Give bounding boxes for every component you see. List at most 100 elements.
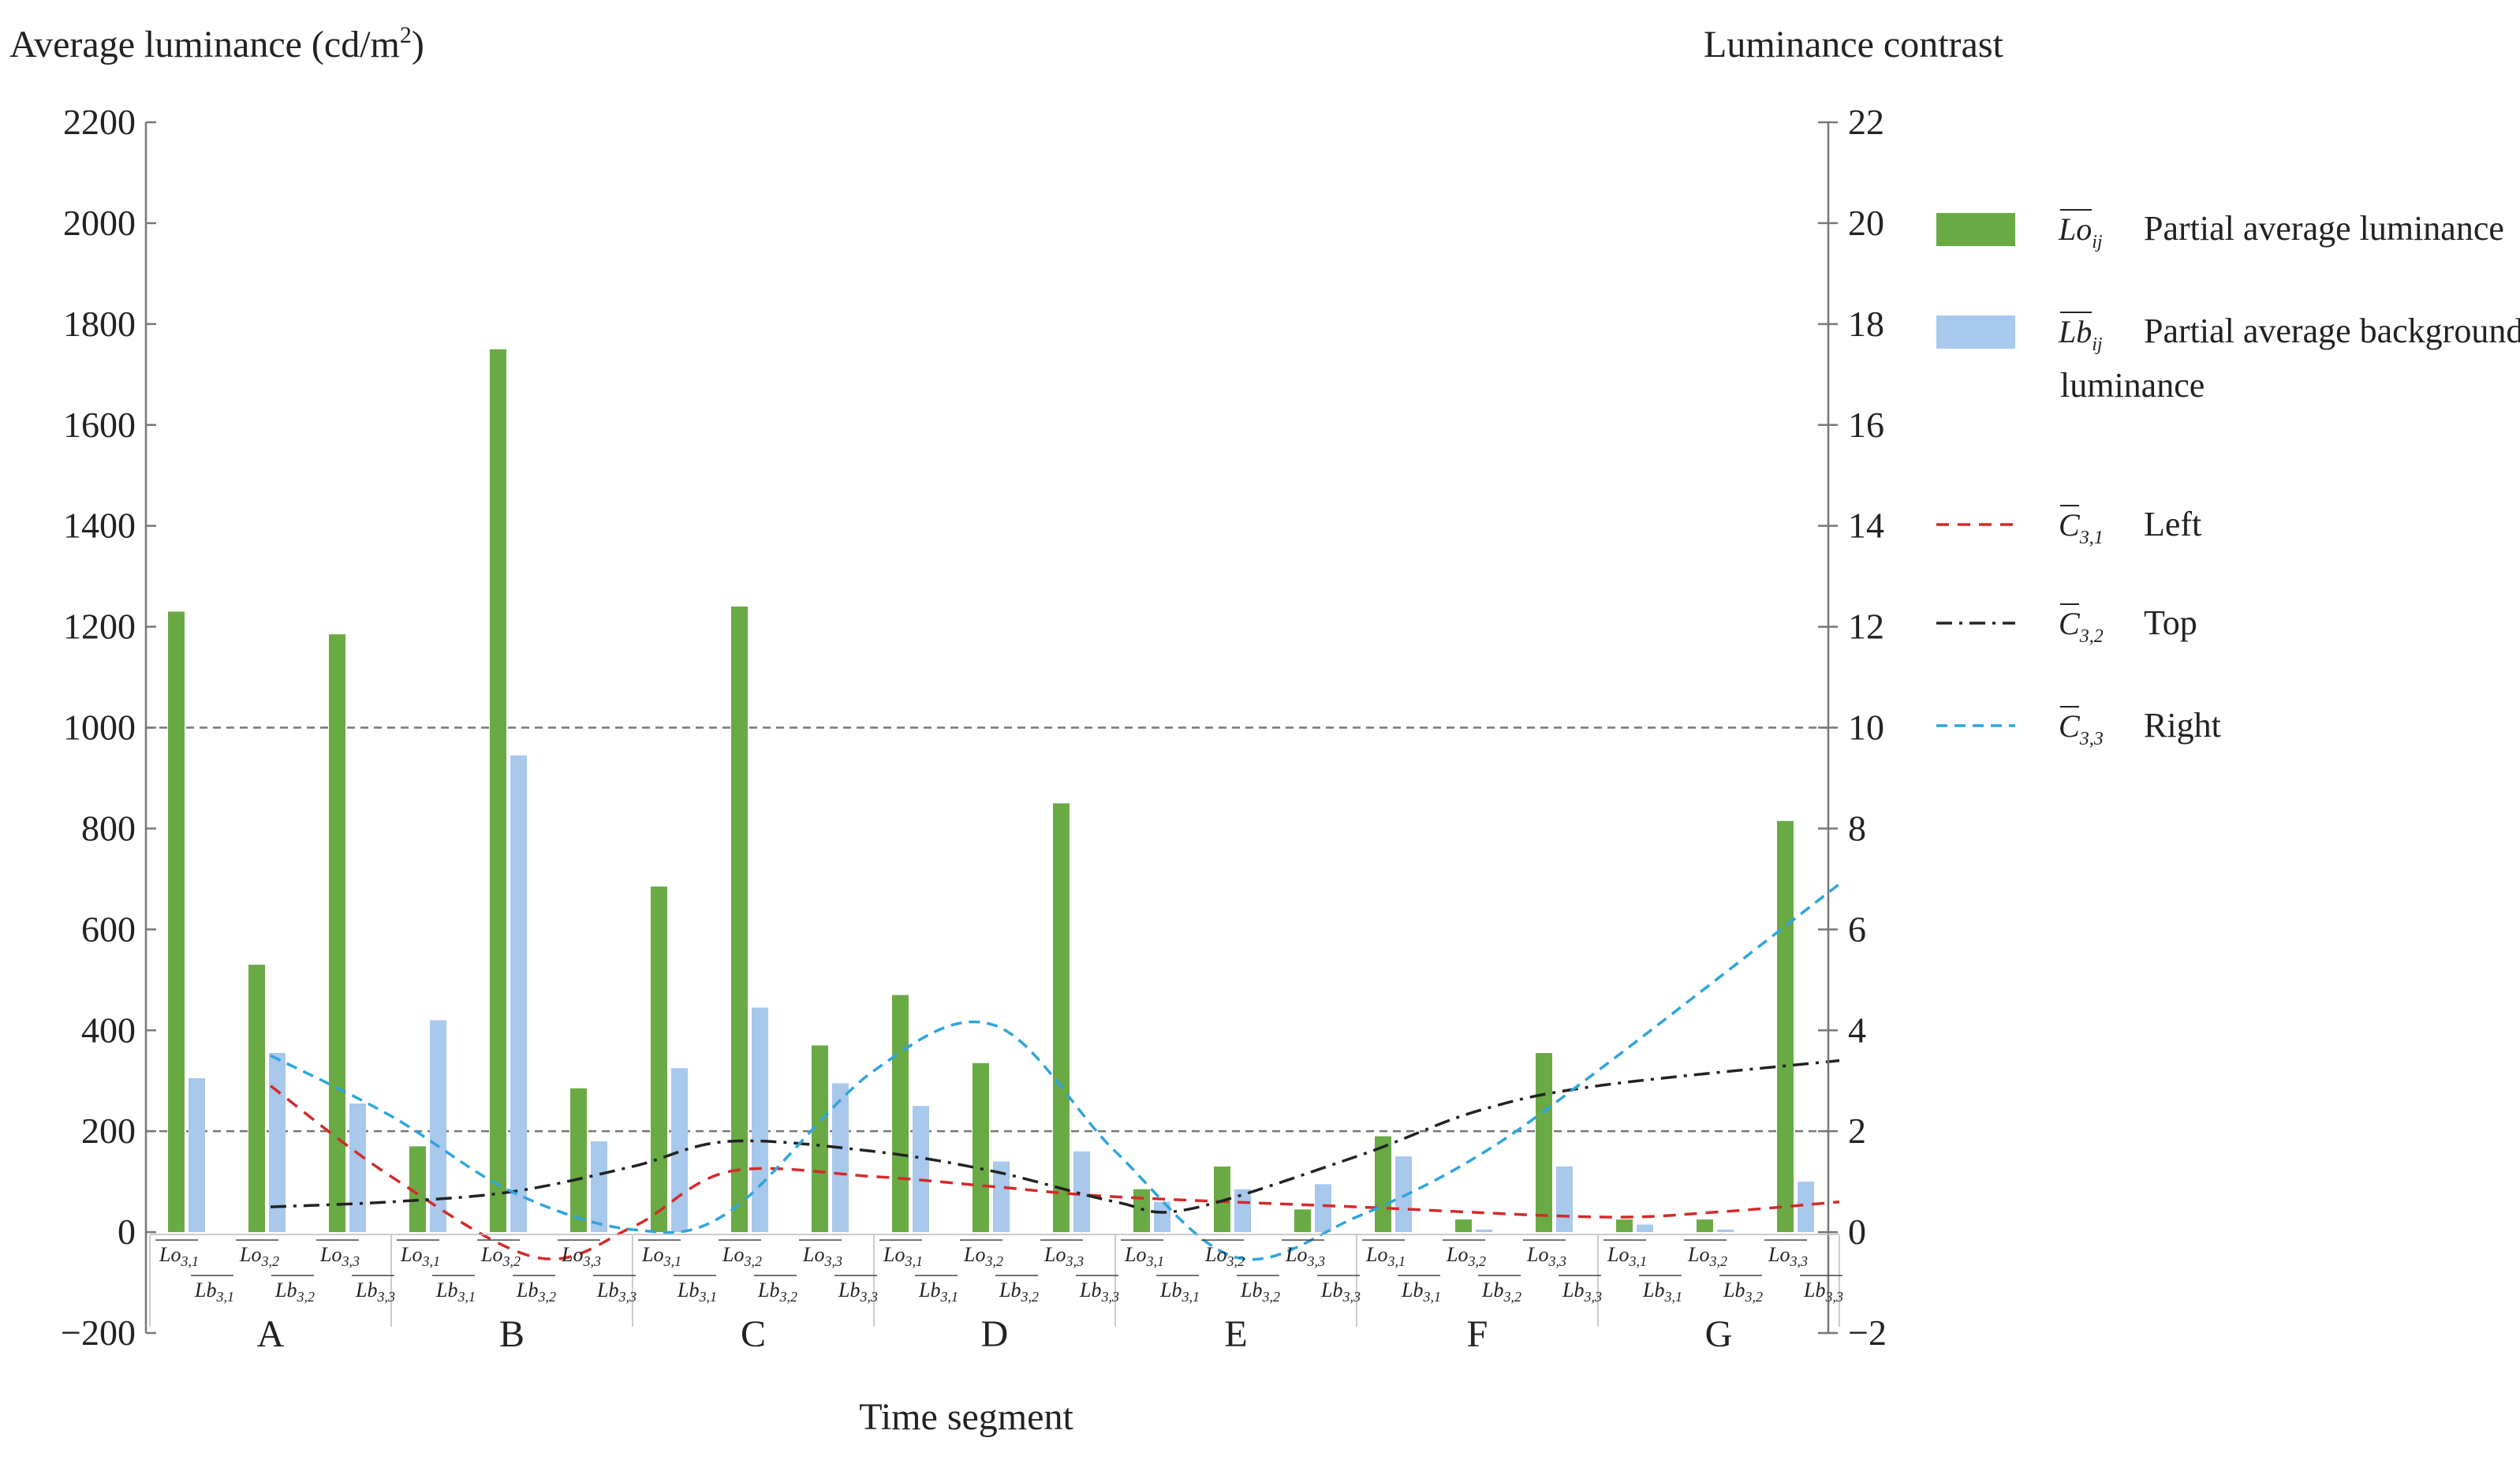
bar-lb-15 [1395,1156,1412,1233]
bar-lb-8 [832,1083,849,1233]
y-tick-label: 600 [81,909,136,949]
y2-tick-label: 2 [1848,1111,1866,1151]
bar-lo-5 [570,1088,587,1233]
group-label-E: E [1224,1313,1247,1355]
x-sub-lb-3: Lb3,1 [435,1279,476,1305]
x-sub-lo-14: Lo3,3 [1285,1243,1325,1269]
bar-lo-13 [1214,1166,1230,1233]
legend-symbol-1: Lbij [2058,314,2103,355]
x-sub-lb-20: Lb3,3 [1803,1279,1843,1305]
y-tick-label: 1200 [63,607,136,647]
x-sub-lo-16: Lo3,2 [1446,1243,1486,1269]
y2-tick-label: 14 [1848,506,1884,546]
y-tick-label: −200 [61,1313,136,1353]
bar-lo-10 [973,1062,989,1233]
bar-lb-9 [913,1106,929,1233]
x-sub-lo-2: Lo3,3 [319,1243,360,1269]
x-category-labels: Lo3,1Lb3,1Lo3,2Lb3,2Lo3,3Lb3,3Lo3,1Lb3,1… [149,1234,1843,1355]
bar-lb-17 [1556,1166,1573,1233]
y2-tick-label: 22 [1848,102,1884,142]
y2-tick-label: 10 [1848,708,1884,748]
bar-lo-1 [248,965,265,1233]
group-label-D: D [981,1313,1009,1355]
bar-lo-3 [409,1146,426,1233]
legend-label-1: Partial average background [2144,312,2520,350]
y-tick-label: 1400 [63,506,136,546]
legend-label-4: Right [2144,706,2221,745]
x-sub-lb-5: Lb3,3 [596,1279,637,1305]
bar-lo-18 [1616,1219,1633,1233]
group-label-B: B [499,1313,525,1355]
bar-lo-15 [1375,1136,1391,1233]
x-sub-lb-9: Lb3,1 [918,1279,958,1305]
x-sub-lo-0: Lo3,1 [159,1243,199,1269]
bar-lo-20 [1777,820,1794,1233]
bar-lb-12 [1154,1201,1170,1233]
bar-lb-2 [349,1103,366,1233]
bar-lo-6 [651,886,667,1233]
x-sub-lo-8: Lo3,3 [802,1243,842,1269]
x-sub-lo-9: Lo3,1 [883,1243,923,1269]
x-sub-lo-12: Lo3,1 [1124,1243,1164,1269]
x-sub-lb-0: Lb3,1 [194,1279,234,1305]
y-tick-label: 2200 [63,102,136,142]
y2-tick-label: 16 [1848,405,1884,445]
bar-lb-4 [510,755,527,1233]
x-sub-lb-15: Lb3,1 [1401,1279,1441,1305]
legend-symbol-4: C3,3 [2059,708,2104,749]
x-sub-lb-1: Lb3,2 [274,1279,315,1305]
contrast-lines [269,883,1841,1261]
bar-lb-19 [1717,1229,1734,1233]
x-sub-lo-13: Lo3,2 [1204,1243,1245,1269]
contrast-line-left [269,1085,1840,1260]
x-sub-lo-4: Lo3,2 [480,1243,521,1269]
contrast-line-right [270,883,1841,1261]
legend-label-cont-1: luminance [2060,366,2205,405]
bar-lo-19 [1697,1219,1713,1233]
legend-symbol-3: C3,2 [2059,606,2104,647]
group-label-F: F [1467,1313,1488,1355]
y-tick-label: 1000 [63,708,136,748]
y-tick-label: 0 [118,1212,136,1252]
x-sub-lb-4: Lb3,2 [516,1279,556,1305]
y-tick-label: 1600 [63,405,136,445]
x-sub-lo-17: Lo3,3 [1526,1243,1566,1269]
bar-lo-11 [1053,803,1070,1233]
x-sub-lb-6: Lb3,1 [677,1279,717,1305]
bar-lb-6 [671,1068,688,1233]
x-sub-lo-10: Lo3,2 [963,1243,1003,1269]
bar-lo-0 [168,611,185,1233]
legend: Loij Partial average luminance Lbij Partial… [1936,209,2520,749]
group-label-C: C [741,1313,766,1355]
x-sub-lo-20: Lo3,3 [1768,1243,1808,1269]
x-sub-lo-15: Lo3,1 [1365,1243,1406,1269]
bar-lo-2 [329,634,345,1233]
y2-tick-label: 4 [1848,1010,1866,1050]
y2-tick-label: 6 [1848,909,1866,949]
y2-tick-label: 0 [1848,1212,1866,1252]
legend-label-2: Left [2144,505,2201,543]
legend-symbol-0: Loij [2058,211,2103,252]
x-sub-lb-17: Lb3,3 [1562,1279,1602,1305]
y2-tick-label: 8 [1848,808,1866,848]
bar-lb-16 [1476,1229,1492,1233]
group-label-G: G [1705,1313,1733,1355]
bar-lb-10 [993,1161,1010,1233]
bar-lb-13 [1234,1189,1251,1233]
bar-lb-5 [591,1141,607,1233]
tick-labels: −200020040060080010001200140016001800200… [61,102,1887,1353]
bar-lb-3 [430,1020,446,1233]
y2-axis-title: Luminance contrast [1704,24,2004,65]
group-label-A: A [257,1313,285,1355]
bar-lo-14 [1294,1209,1311,1233]
x-sub-lb-10: Lb3,2 [999,1279,1039,1305]
legend-label-0: Partial average luminance [2144,209,2504,248]
x-sub-lo-6: Lo3,1 [641,1243,681,1269]
x-sub-lb-19: Lb3,2 [1723,1279,1763,1305]
y2-tick-label: 12 [1848,607,1884,647]
bar-lb-0 [189,1078,205,1233]
bar-lb-20 [1798,1182,1814,1233]
y2-tick-label: 18 [1848,304,1884,344]
x-axis-title: Time segment [859,1396,1073,1438]
x-sub-lb-8: Lb3,3 [838,1279,878,1305]
